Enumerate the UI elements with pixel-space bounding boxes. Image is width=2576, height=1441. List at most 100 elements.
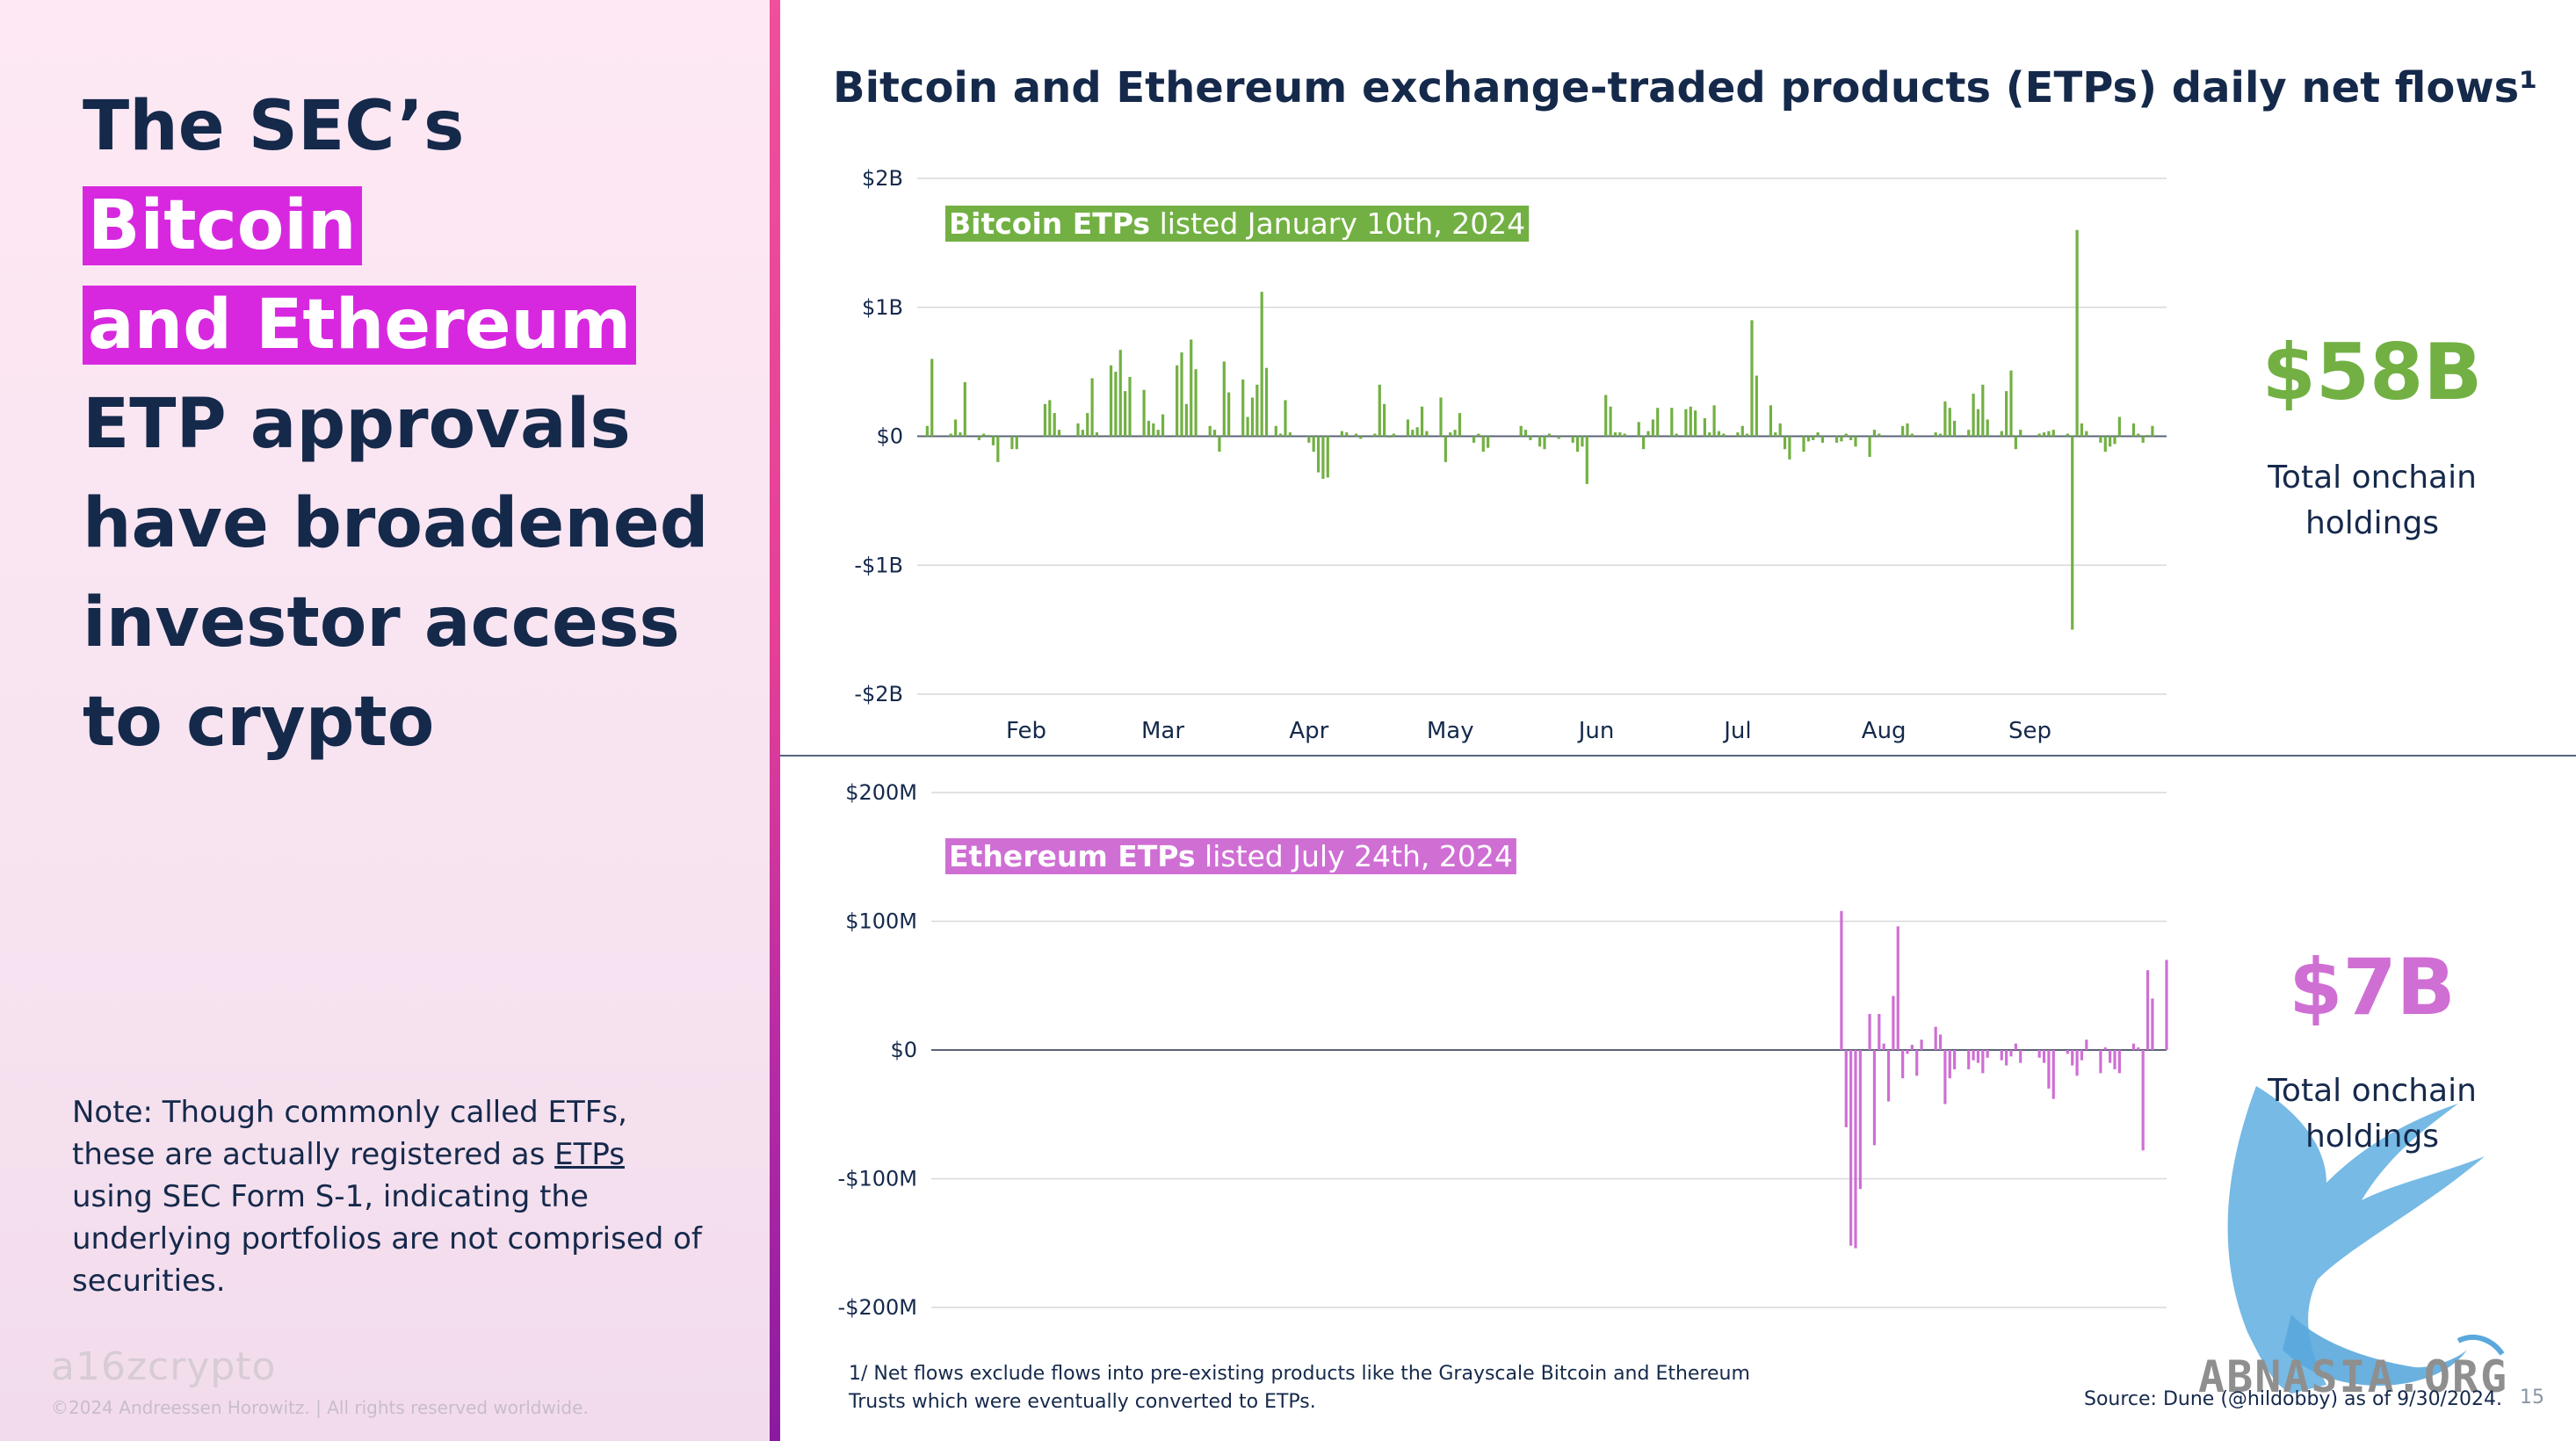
flow-bar	[2099, 1050, 2102, 1074]
eth-holdings-label-line: holdings	[2305, 1119, 2440, 1155]
flow-bar	[2009, 370, 2013, 437]
flow-bar	[1878, 433, 1881, 437]
flow-bar	[1076, 423, 1080, 437]
flow-bar	[1048, 400, 1052, 437]
flow-bar	[1124, 391, 1127, 437]
annotation-rest: listed July 24th, 2024	[1196, 839, 1513, 873]
x-tick-label: Feb	[1006, 718, 1046, 744]
flow-bar	[1642, 436, 1646, 450]
flow-bar	[2014, 1043, 2017, 1050]
flow-bar	[1938, 433, 1943, 437]
flow-bar	[1152, 423, 1155, 437]
flow-bar	[1190, 339, 1193, 437]
flow-bar	[925, 425, 929, 437]
watermark-text: ABNASIA.ORG	[2198, 1351, 2509, 1402]
flow-bar	[1868, 436, 1871, 457]
x-tick-label: Sep	[2008, 718, 2051, 744]
copyright: ©2024 Andreessen Horowitz. | All rights …	[51, 1397, 589, 1418]
flow-bar	[1571, 436, 1574, 443]
y-tick-label: -$1B	[854, 553, 903, 577]
flow-bar	[1892, 996, 1895, 1050]
flow-bar	[1415, 427, 1419, 437]
flow-bar	[2075, 229, 2079, 437]
flow-bar	[959, 432, 962, 437]
footnote: 1/ Net flows exclude flows into pre-exis…	[849, 1363, 1750, 1413]
flow-bar	[963, 381, 966, 437]
flow-bar	[2099, 436, 2102, 443]
flow-bar	[2014, 436, 2017, 450]
flow-bar	[1010, 436, 1014, 450]
flow-bar	[1872, 430, 1877, 437]
flow-bar	[1212, 430, 1217, 437]
flow-bar	[1147, 420, 1151, 437]
flow-bar	[1547, 433, 1551, 437]
flow-bar	[2051, 430, 2055, 437]
flow-bar	[1849, 1050, 1853, 1246]
flow-bar	[1840, 910, 1843, 1050]
flow-bar	[1844, 433, 1848, 437]
flow-bar	[1986, 419, 1989, 437]
headline-highlight-bitcoin: Bitcoin	[83, 186, 362, 265]
flow-bar	[1557, 436, 1560, 439]
flow-bar	[1656, 408, 1660, 437]
flow-bar	[1406, 419, 1410, 437]
flow-bar	[1783, 436, 1787, 450]
flow-bar	[1246, 416, 1249, 437]
flow-bar	[1194, 369, 1198, 437]
flow-bar	[2019, 430, 2022, 437]
flow-bar	[2109, 436, 2112, 447]
flow-bar	[1543, 436, 1546, 450]
flow-bar	[1896, 926, 1899, 1050]
y-tick-label: $0	[890, 1038, 917, 1062]
flow-bar	[1425, 431, 1429, 437]
flow-bar	[1255, 384, 1259, 437]
btc-holdings-label: Total onchain holdings	[2232, 455, 2513, 547]
flow-bar	[1279, 433, 1283, 437]
flow-bar	[1820, 436, 1825, 443]
eth-holdings-value: $7B	[2289, 942, 2456, 1032]
x-tick-label: Apr	[1289, 718, 1328, 744]
flow-bar	[2019, 1050, 2022, 1063]
etps-link[interactable]: ETPs	[554, 1137, 626, 1172]
eth-annotation: Ethereum ETPs listed July 24th, 2024	[945, 838, 1516, 874]
headline-highlight-ethereum: and Ethereum	[83, 286, 637, 365]
flow-bar	[1523, 430, 1528, 437]
flow-bar	[1906, 1050, 1909, 1054]
flow-bar	[2109, 1050, 2112, 1063]
x-tick-label: Aug	[1862, 718, 1907, 744]
flow-bar	[1538, 436, 1542, 447]
flow-bar	[1746, 433, 1749, 437]
flow-bar	[2000, 431, 2003, 437]
flow-bar	[2085, 431, 2088, 437]
griffin-watermark-icon	[2227, 1086, 2505, 1394]
flow-bar	[1613, 432, 1617, 437]
flow-bar	[1142, 389, 1146, 437]
flow-bar	[1481, 436, 1485, 453]
flow-bar	[2113, 436, 2117, 445]
annotation-background	[945, 838, 1516, 874]
flow-bar	[1910, 1045, 1914, 1050]
annotation-rest: listed January 10th, 2024	[1150, 206, 1525, 241]
flow-bar	[1316, 436, 1321, 473]
flow-bar	[1868, 1013, 1871, 1050]
flow-bar	[2145, 970, 2150, 1050]
flow-bar	[1477, 433, 1480, 437]
flow-bar	[1449, 432, 1452, 437]
annotation-background	[945, 206, 1530, 242]
flow-bar	[2000, 1050, 2003, 1061]
flow-bar	[1057, 430, 1061, 437]
flow-bar	[1943, 401, 1947, 437]
flow-bar	[1915, 1050, 1919, 1076]
flow-bar	[1284, 400, 1287, 437]
flow-bar	[2137, 433, 2140, 437]
y-tick-label: -$100M	[838, 1167, 917, 1191]
note-text: Note: Though commonly called ETFs, these…	[72, 1095, 627, 1172]
flow-bar	[1858, 1050, 1862, 1190]
flow-bar	[1241, 379, 1245, 437]
flow-bar	[2037, 1050, 2041, 1058]
flow-bar	[1086, 413, 1089, 437]
flow-bar	[1717, 431, 1721, 437]
flow-bar	[991, 436, 995, 445]
flow-bar	[1581, 436, 1584, 447]
flow-bar	[2075, 1050, 2079, 1076]
